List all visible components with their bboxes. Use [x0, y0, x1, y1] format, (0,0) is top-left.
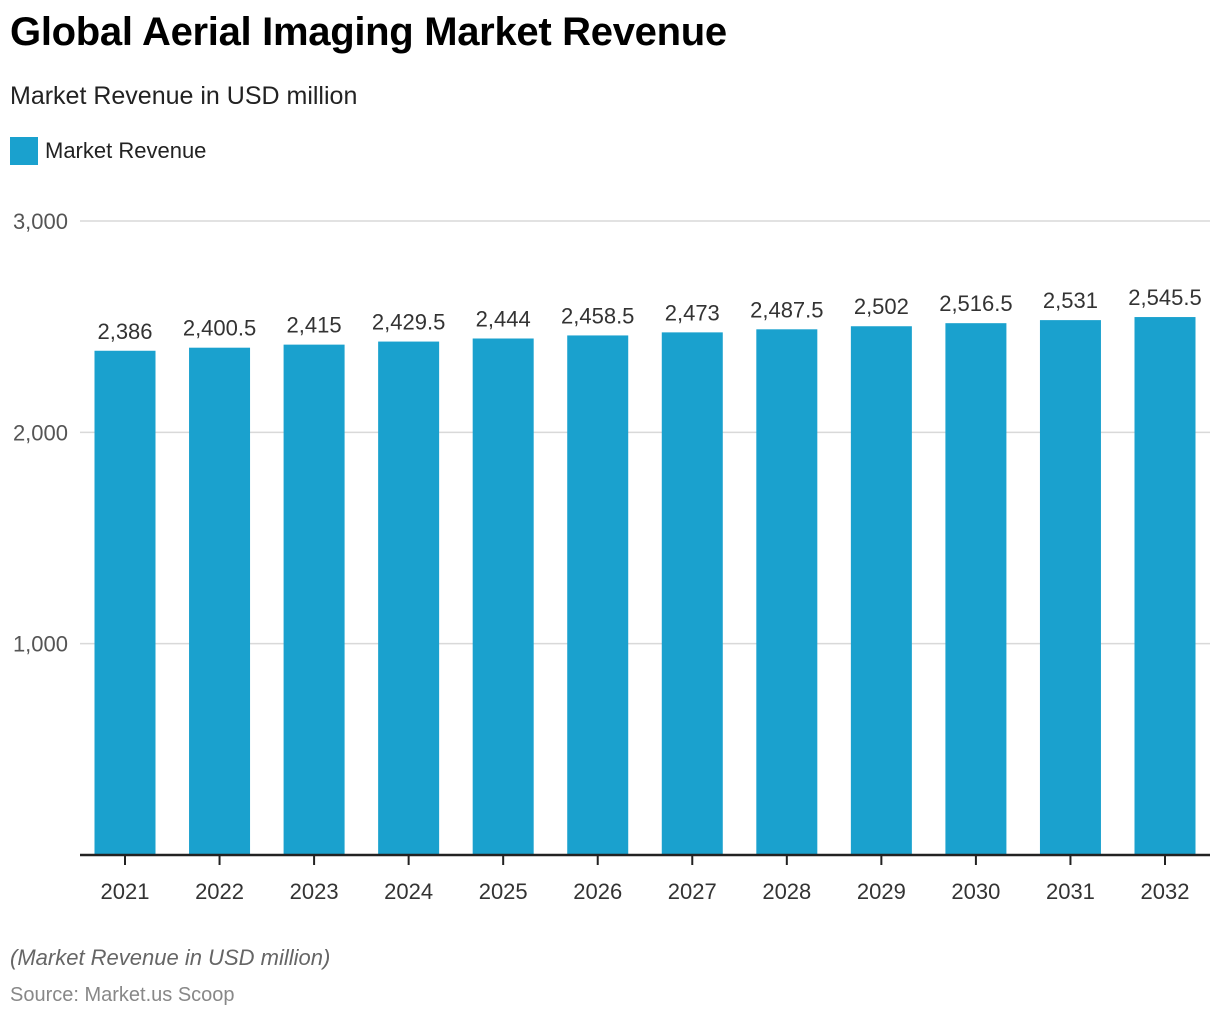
bar — [567, 335, 629, 855]
y-tick-label: 1,000 — [13, 632, 68, 657]
bar — [756, 329, 818, 855]
gridlines — [80, 220, 1210, 645]
data-label: 2,444 — [476, 307, 531, 332]
x-tick-label: 2028 — [762, 879, 811, 904]
data-label: 2,545.5 — [1128, 285, 1201, 310]
data-labels: 2,386 2,400.5 2,415 2,429.5 2,444 2,458.5 2,47… — [97, 285, 1201, 344]
bar — [472, 338, 534, 855]
data-label: 2,487.5 — [750, 297, 823, 322]
source-credit: Source: Market.us Scoop — [10, 984, 235, 1006]
chart-title: Global Aerial Imaging Market Revenue — [10, 10, 727, 54]
bar — [189, 347, 251, 855]
bar — [661, 332, 723, 855]
data-label: 2,473 — [665, 300, 720, 325]
x-tick-label: 2032 — [1141, 879, 1190, 904]
y-tick-label: 2,000 — [13, 420, 68, 445]
x-axis: 2021 2022 2023 2024 2025 2026 2027 2028 2029 2030… — [80, 853, 1210, 904]
bar — [283, 344, 345, 855]
data-label: 2,502 — [854, 294, 909, 319]
y-axis-ticks: 1,000 2,000 3,000 — [13, 209, 68, 657]
bar — [1039, 320, 1101, 855]
x-tick-label: 2023 — [290, 879, 339, 904]
x-tick-label: 2021 — [101, 879, 150, 904]
data-label: 2,531 — [1043, 288, 1098, 313]
x-tick-label: 2030 — [951, 879, 1000, 904]
data-label: 2,458.5 — [561, 303, 634, 328]
x-tick-label: 2026 — [573, 879, 622, 904]
x-tick-label: 2027 — [668, 879, 717, 904]
x-tick-label: 2029 — [857, 879, 906, 904]
bars — [94, 317, 1196, 855]
x-tick-label: 2025 — [479, 879, 528, 904]
x-tick-label: 2031 — [1046, 879, 1095, 904]
bar — [378, 341, 440, 855]
y-tick-label: 3,000 — [13, 209, 68, 234]
legend-swatch — [10, 137, 38, 165]
bar — [1134, 317, 1196, 855]
bar — [850, 326, 912, 855]
data-label: 2,415 — [287, 313, 342, 338]
x-tick-label: 2024 — [384, 879, 433, 904]
data-label: 2,429.5 — [372, 310, 445, 335]
bar — [945, 323, 1007, 855]
legend-label: Market Revenue — [45, 138, 207, 163]
bar — [94, 350, 156, 855]
chart-subtitle: Market Revenue in USD million — [10, 82, 358, 110]
x-tick-label: 2022 — [195, 879, 244, 904]
legend: Market Revenue — [10, 137, 206, 165]
data-label: 2,386 — [97, 319, 152, 344]
data-label: 2,400.5 — [183, 316, 256, 341]
footer-note: (Market Revenue in USD million) — [10, 945, 331, 970]
data-label: 2,516.5 — [939, 291, 1012, 316]
